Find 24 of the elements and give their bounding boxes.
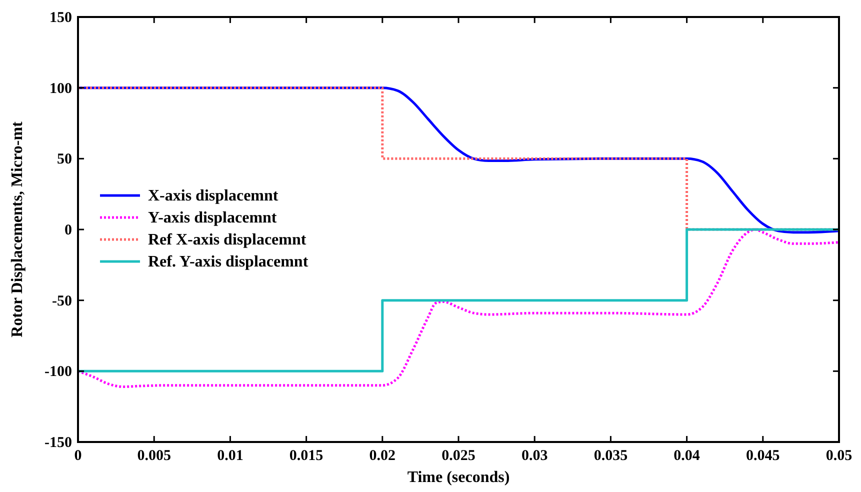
legend-label: Ref. Y-axis displacemnt xyxy=(148,254,309,270)
x-tick-label: 0.015 xyxy=(289,448,324,464)
y-tick-label: -100 xyxy=(44,364,72,380)
y-tick-label: 150 xyxy=(50,10,72,26)
x-tick-label: 0.025 xyxy=(442,448,476,464)
x-tick-label: 0.03 xyxy=(521,448,548,464)
x-tick-label: 0.04 xyxy=(674,448,700,464)
x-tick-label: 0.005 xyxy=(137,448,171,464)
y-tick-label: 0 xyxy=(64,222,72,238)
x-tick-label: 0.035 xyxy=(594,448,628,464)
y-tick-label: -150 xyxy=(44,435,72,451)
legend-label: Ref X-axis displacemnt xyxy=(148,232,307,248)
x-tick-label: 0.045 xyxy=(746,448,780,464)
x-tick-label: 0.02 xyxy=(369,448,396,464)
x-axis-title: Time (seconds) xyxy=(407,469,510,486)
legend-label: X-axis displacemnt xyxy=(148,188,279,204)
x-tick-label: 0 xyxy=(74,448,82,464)
legend-label: Y-axis displacemnt xyxy=(148,210,278,226)
y-tick-label: 100 xyxy=(50,80,72,97)
x-tick-label: 0.05 xyxy=(826,448,852,464)
y-tick-label: -50 xyxy=(52,293,72,310)
y-tick-label: 50 xyxy=(57,152,72,168)
x-tick-label: 0.01 xyxy=(217,448,244,464)
y-axis-title: Rotor Displacements, Micro-mt xyxy=(9,120,26,338)
